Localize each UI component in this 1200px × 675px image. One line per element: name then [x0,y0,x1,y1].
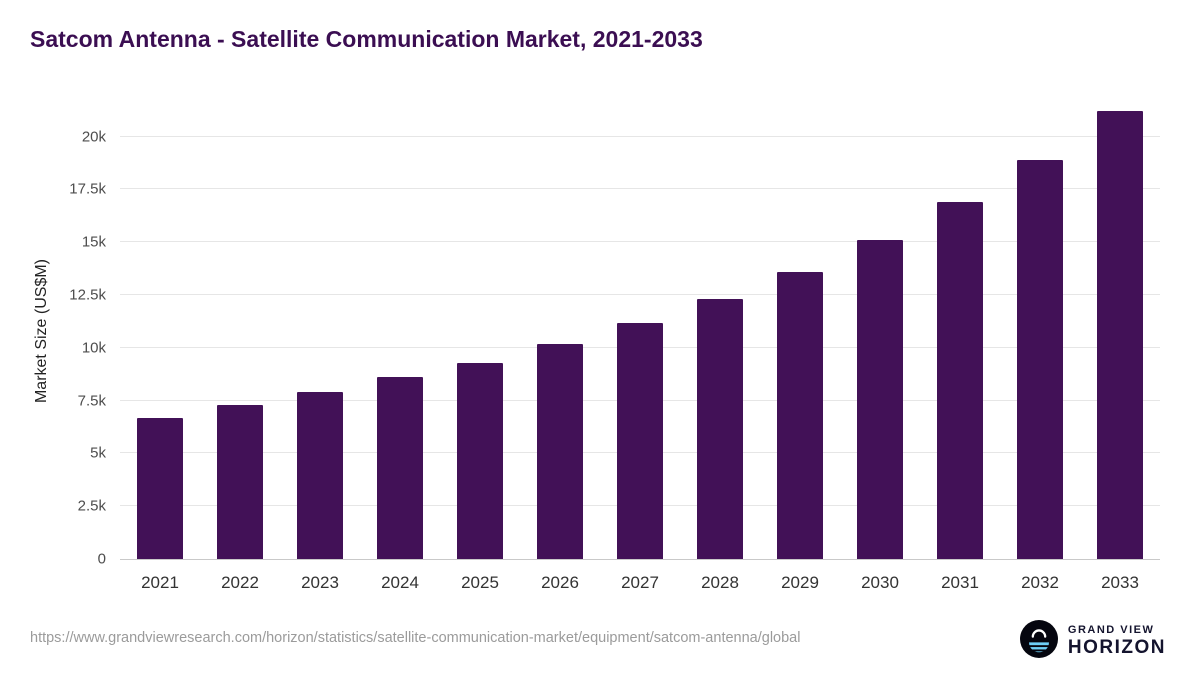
bar-slot-2026 [520,105,600,559]
x-tick-label-2029: 2029 [781,573,819,592]
x-tick-label-2031: 2031 [941,573,979,592]
grand-view-horizon-logo-icon [1019,620,1058,663]
bar-slot-2032 [1000,105,1080,559]
logo-line-grand-view: GRAND VIEW [1067,624,1155,637]
bar-slot-2029 [760,105,840,559]
x-tick-label-2028: 2028 [701,573,739,592]
source-url: https://www.grandviewresearch.com/horizo… [30,630,801,646]
x-tick-label-2025: 2025 [461,573,499,592]
y-axis-title: Market Size (US$M) [33,258,50,403]
y-tick-label-2.5k: 2.5k [77,497,106,515]
bar-2025[interactable] [457,362,503,559]
bar-slot-2025 [440,105,520,559]
plot-area: 0 2.5k 5k 7.5k 10k 12.5k 15k 17.5k 20k [69,105,1160,568]
x-tick-label-2033: 2033 [1101,573,1139,592]
bar-2033[interactable] [1097,111,1143,559]
gridline-15k [120,241,1160,243]
bar-slot-2033 [1080,105,1160,559]
bar-slot-2021 [120,105,200,559]
bar-2021[interactable] [137,417,183,559]
bar-2026[interactable] [537,343,583,559]
brand-logo: GRAND VIEW HORIZON [1019,620,1166,663]
bar-slot-2023 [280,105,360,559]
bar-2027[interactable] [617,322,663,559]
gridline-12.5k [120,294,1160,296]
y-tick-label-5k: 5k [90,444,106,462]
logo-line-horizon: HORIZON [1067,636,1166,658]
x-axis-labels: 2021 2022 2023 2024 2025 2026 2027 2028 2029 2030… [120,573,1160,593]
bar-2032[interactable] [1017,159,1063,559]
x-tick-label-2027: 2027 [621,573,659,592]
y-tick-label-0: 0 [97,550,106,568]
y-tick-label-15k: 15k [81,233,106,251]
x-tick-label-2024: 2024 [381,573,419,592]
gridline-20k [120,135,1160,137]
bar-2030[interactable] [857,240,903,559]
bar-2024[interactable] [377,377,423,559]
bar-slot-2031 [920,105,1000,559]
bar-chart: Market Size (US$M) 0 2.5k 5k 7.5k 10k 12.5k 15… [33,105,1160,592]
x-tick-label-2021: 2021 [141,573,179,592]
bar-slot-2027 [600,105,680,559]
bar-slot-2030 [840,105,920,559]
x-tick-label-2026: 2026 [541,573,579,592]
logo-text: GRAND VIEW HORIZON [1068,624,1166,658]
bar-slot-2028 [680,105,760,559]
bar-2029[interactable] [777,271,823,559]
y-tick-label-17.5k: 17.5k [69,180,106,198]
bar-2023[interactable] [297,392,343,559]
y-tick-label-10k: 10k [81,339,106,357]
bar-2028[interactable] [697,299,743,559]
bar-slot-2022 [200,105,280,559]
x-tick-label-2030: 2030 [861,573,899,592]
x-tick-label-2032: 2032 [1021,573,1059,592]
chart-title: Satcom Antenna - Satellite Communication… [30,26,703,52]
bar-2022[interactable] [217,404,263,559]
bars-container [120,105,1160,559]
y-tick-label-12.5k: 12.5k [69,286,106,304]
bar-2031[interactable] [937,202,983,559]
bar-slot-2024 [360,105,440,559]
y-tick-label-20k: 20k [81,128,106,146]
gridline-17.5k [120,188,1160,190]
x-tick-label-2022: 2022 [221,573,259,592]
y-tick-label-7.5k: 7.5k [77,392,106,410]
x-tick-label-2023: 2023 [301,573,339,592]
